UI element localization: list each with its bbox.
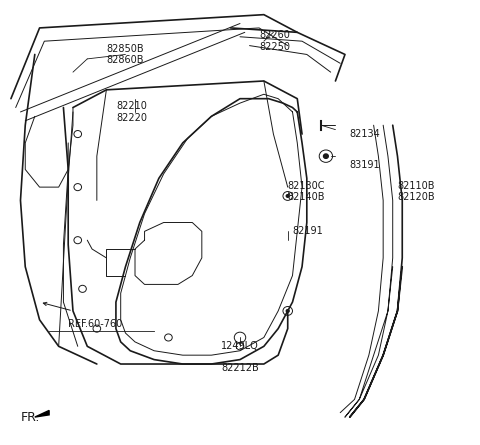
Text: 82260
82250: 82260 82250 xyxy=(259,30,290,52)
Text: 82212B: 82212B xyxy=(221,364,259,373)
Text: 83191: 83191 xyxy=(350,160,380,170)
Text: 82110B
82120B: 82110B 82120B xyxy=(397,181,435,202)
Text: 82191: 82191 xyxy=(292,227,323,236)
Text: REF.60-760: REF.60-760 xyxy=(68,319,122,329)
Text: 82210
82220: 82210 82220 xyxy=(116,101,147,123)
Text: 82134: 82134 xyxy=(350,129,381,139)
Text: FR.: FR. xyxy=(21,411,40,424)
Text: 82850B
82860B: 82850B 82860B xyxy=(107,44,144,65)
Circle shape xyxy=(286,310,289,312)
Text: 82130C
82140B: 82130C 82140B xyxy=(288,181,325,202)
Circle shape xyxy=(286,194,289,197)
Polygon shape xyxy=(35,410,49,417)
Text: 1249LQ: 1249LQ xyxy=(221,341,259,351)
Circle shape xyxy=(324,154,328,158)
